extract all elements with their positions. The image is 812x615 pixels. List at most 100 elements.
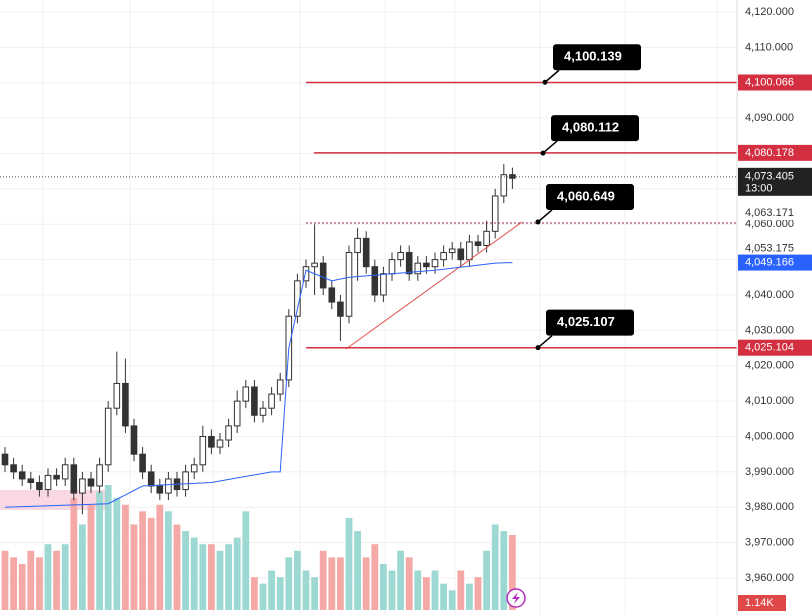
volume-bar <box>208 544 215 610</box>
volume-bar <box>319 550 327 610</box>
callout-dot <box>535 219 541 225</box>
candle-body <box>405 252 413 275</box>
volume-bar <box>190 537 198 610</box>
volume-bar <box>328 557 336 610</box>
volume-bar <box>96 491 103 610</box>
y-tick-label: 3,980.000 <box>745 501 794 513</box>
candle-body <box>87 478 95 487</box>
candle-body <box>251 386 258 416</box>
candle-body <box>491 195 499 232</box>
volume-bar <box>380 563 387 610</box>
price-axis: 4,120.0004,110.0004,100.0004,090.0004,08… <box>736 0 812 615</box>
candle-body <box>500 174 508 197</box>
candle-body <box>337 301 344 317</box>
y-tick-label: 4,120.000 <box>745 6 794 18</box>
callout-box <box>546 183 634 210</box>
candle-body <box>457 248 465 261</box>
callout-label: 4,080.112 <box>562 120 619 135</box>
volume-bar <box>87 504 95 610</box>
volume-badge <box>738 595 786 611</box>
candle-body <box>371 266 379 296</box>
callout-pointer <box>542 140 558 154</box>
volume-bar <box>509 535 516 610</box>
volume-bar <box>79 524 86 610</box>
candle-body <box>53 474 60 480</box>
candle-body <box>96 464 103 487</box>
level-label: 4,080.178 <box>745 147 794 159</box>
volume-bar <box>397 550 404 610</box>
candle-body <box>319 262 327 289</box>
y-tick-label: 4,030.000 <box>745 324 794 336</box>
volume-label: 1.14K <box>745 597 774 609</box>
volume-bar <box>113 498 121 610</box>
candle-body <box>18 471 26 480</box>
volume-bar <box>216 550 224 610</box>
volume-bar <box>466 583 473 610</box>
callout: 4,025.107 <box>535 309 634 351</box>
candle-body <box>36 481 43 491</box>
volume-bar <box>173 524 181 610</box>
last-price-label: 4,073.405 <box>745 171 794 183</box>
volume-bar <box>70 498 78 610</box>
candle-body <box>380 273 387 296</box>
range-badge <box>738 241 812 256</box>
callout-box <box>551 115 639 142</box>
callout-box <box>553 44 641 71</box>
callout: 4,060.649 <box>535 183 634 225</box>
volume-bar <box>337 557 344 610</box>
candle-body <box>354 237 361 254</box>
candle-body <box>1 453 9 466</box>
volume-bar <box>182 531 189 610</box>
candle-body <box>44 474 52 491</box>
callout-label: 4,025.107 <box>557 314 615 329</box>
candle-body <box>147 471 155 487</box>
level-badge <box>738 74 812 91</box>
volume-bar <box>474 577 482 610</box>
volume-bar <box>354 531 361 610</box>
candle-body <box>190 464 198 473</box>
volume-bar <box>1 550 9 610</box>
candle-body <box>61 464 69 480</box>
candle-body <box>423 262 430 268</box>
callout-box <box>546 309 634 336</box>
volume-bar <box>130 524 138 610</box>
volume-bar <box>53 550 60 610</box>
volume-bar <box>414 570 422 610</box>
range-label: 4,063.171 <box>745 207 794 219</box>
candle-body <box>448 248 456 254</box>
candles <box>1 164 516 515</box>
range-badge <box>738 206 812 221</box>
volume-bar <box>311 577 318 610</box>
candle-body <box>122 382 129 427</box>
candle-body <box>225 425 232 441</box>
volume-bar <box>440 583 447 610</box>
candle-body <box>139 453 146 473</box>
candle-body <box>216 439 224 448</box>
candle-body <box>259 407 267 416</box>
volume <box>1 485 516 610</box>
candle-body <box>79 478 86 494</box>
candle-body <box>328 287 336 303</box>
volume-bar <box>147 517 155 610</box>
callout-dot <box>540 150 546 156</box>
volume-bar <box>423 577 430 610</box>
candle-body <box>268 393 275 409</box>
trend-line <box>345 221 523 350</box>
candle-body <box>388 259 396 275</box>
y-tick-label: 3,970.000 <box>745 537 794 549</box>
candle-body <box>397 252 404 261</box>
volume-bar <box>27 550 35 610</box>
candle-body <box>440 252 447 261</box>
volume-bar <box>285 557 293 610</box>
volume-bar <box>18 563 26 610</box>
volume-bar <box>345 517 353 610</box>
lightning-glyph <box>512 592 520 604</box>
volume-bar <box>242 511 250 610</box>
volume-bar <box>448 590 456 610</box>
candle-body <box>242 386 250 402</box>
candle-body <box>104 407 112 466</box>
volume-bar <box>500 531 508 610</box>
candle-body <box>276 379 284 395</box>
volume-bar <box>251 577 258 610</box>
